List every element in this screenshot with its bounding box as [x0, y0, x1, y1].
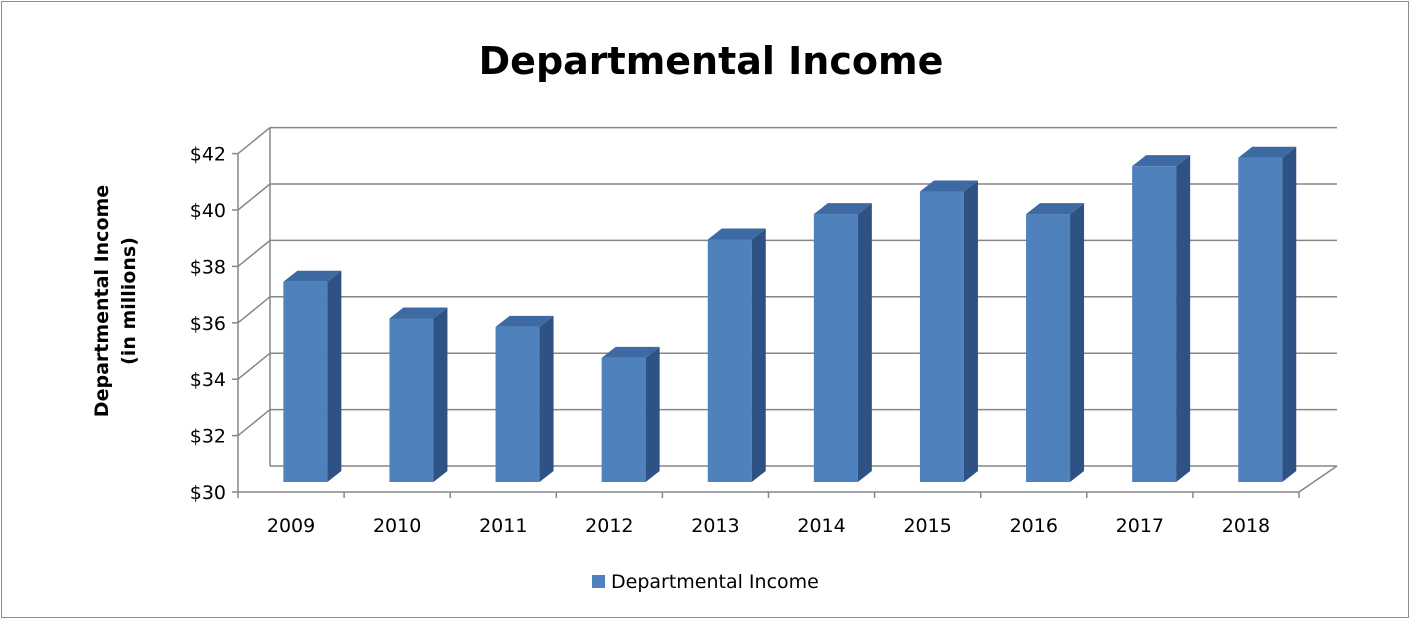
- x-tick-label: 2017: [1116, 515, 1164, 537]
- y-tick-label: $38: [190, 256, 226, 278]
- gridline-side: [237, 352, 271, 380]
- bar-front: [495, 326, 540, 482]
- y-axis-label-line-2: (in millions): [118, 237, 140, 365]
- bar-top: [1238, 146, 1297, 158]
- bar-top: [495, 315, 554, 327]
- y-tick-label: $42: [190, 144, 226, 166]
- bar-front: [1026, 214, 1071, 482]
- y-axis-label: Departmental Income (in millions): [91, 185, 140, 417]
- y-tick-label: $34: [190, 369, 226, 391]
- bar-front: [601, 357, 646, 482]
- gridline-side: [237, 296, 271, 324]
- axes: [232, 127, 1338, 498]
- bar-front: [707, 239, 752, 482]
- x-tick-label: 2015: [903, 515, 951, 537]
- bar: [1238, 146, 1297, 482]
- bar-front: [1132, 166, 1177, 482]
- x-tick-label: 2013: [691, 515, 739, 537]
- bar-top: [813, 203, 872, 215]
- gridline-side: [237, 239, 271, 267]
- bar-top: [1026, 203, 1085, 215]
- bar-side: [645, 346, 660, 482]
- bar-front: [1238, 157, 1283, 482]
- bar: [495, 315, 554, 482]
- bar-top: [1132, 155, 1191, 167]
- legend-label: Departmental Income: [611, 571, 819, 593]
- y-tick-label: $36: [190, 313, 226, 335]
- y-tick-label: $40: [190, 200, 226, 222]
- bar-front: [389, 318, 434, 482]
- bar: [813, 203, 872, 482]
- bar-top: [389, 307, 448, 319]
- y-axis-label-line-1: Departmental Income: [91, 185, 113, 417]
- bar: [283, 270, 342, 482]
- x-tick-label: 2011: [479, 515, 527, 537]
- bar-side: [1070, 203, 1085, 482]
- bar-top: [601, 346, 660, 358]
- bar: [919, 180, 978, 483]
- x-tick-labels: 2009 2010 2011 2012 2013 2014 2015 2016 2017 2018: [267, 515, 1270, 537]
- bar: [601, 346, 660, 482]
- bar-side: [751, 228, 766, 482]
- bar-side: [327, 270, 342, 482]
- bar: [389, 307, 448, 482]
- x-tick-label: 2009: [267, 515, 315, 537]
- bar-top: [919, 180, 978, 192]
- y-tick-label: $30: [190, 482, 226, 504]
- bar: [1026, 203, 1085, 482]
- bar-front: [283, 281, 328, 482]
- x-tick-label: 2012: [585, 515, 633, 537]
- gridline-side: [237, 127, 271, 155]
- bars: [283, 146, 1297, 483]
- bar-top: [283, 270, 342, 282]
- y-tick-labels: $30 $32 $34 $36 $38 $40 $42: [190, 144, 226, 504]
- chart-title: Departmental Income: [479, 39, 944, 83]
- x-tick-label: 2014: [797, 515, 845, 537]
- bar: [707, 228, 766, 482]
- bar-side: [539, 315, 554, 482]
- bar-front: [813, 214, 858, 482]
- y-tick-label: $32: [190, 426, 226, 448]
- floor-right-edge: [1298, 465, 1338, 493]
- bar-side: [857, 203, 872, 482]
- bar-front: [919, 191, 964, 483]
- bar: [1132, 155, 1191, 482]
- gridline-side: [237, 409, 271, 437]
- bar-top: [707, 228, 766, 240]
- legend: Departmental Income: [592, 571, 819, 593]
- x-tick-label: 2018: [1222, 515, 1270, 537]
- x-tick-label: 2016: [1010, 515, 1058, 537]
- legend-swatch: [592, 575, 605, 588]
- bar-side: [433, 307, 448, 482]
- bar-side: [1282, 146, 1297, 482]
- bar-side: [1176, 155, 1191, 482]
- gridline-side: [237, 183, 271, 211]
- bar-side: [963, 180, 978, 483]
- x-tick-label: 2010: [373, 515, 421, 537]
